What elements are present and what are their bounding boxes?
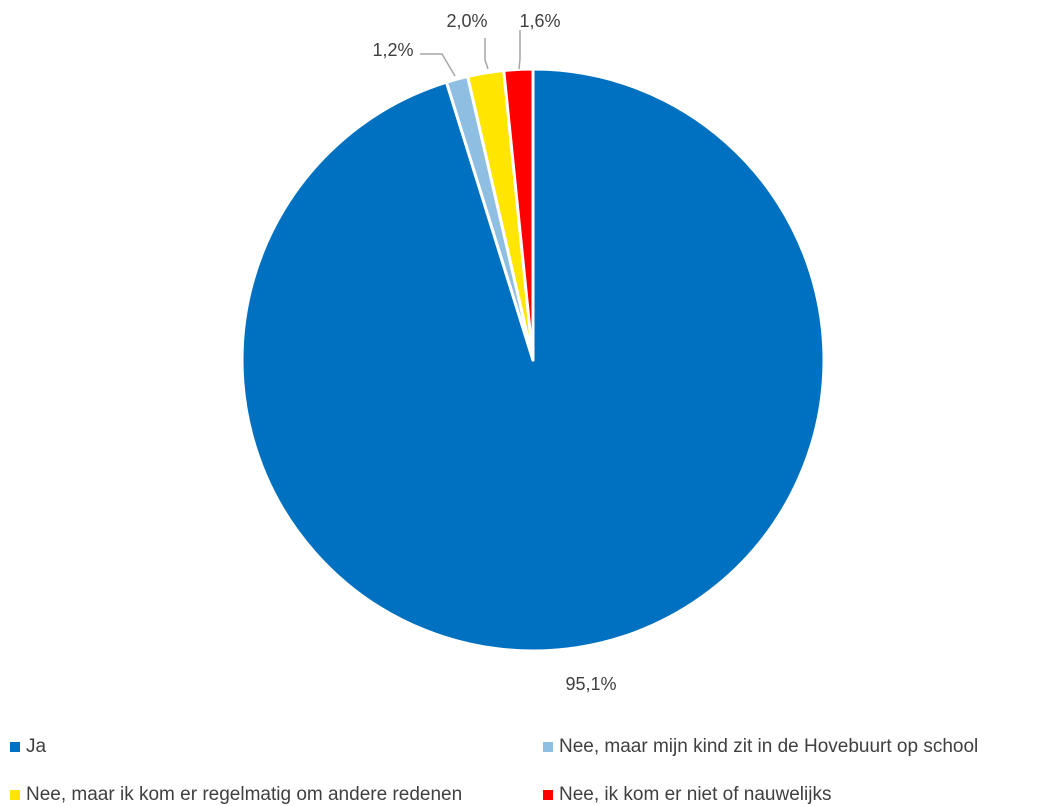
pie-slice-niet-of-nauwelijks bbox=[502, 67, 535, 362]
legend-item-niet-of-nauwelijks: Nee, ik kom er niet of nauwelijks bbox=[543, 784, 831, 806]
legend-swatch-ja bbox=[10, 742, 20, 752]
legend-item-hovebuurt-school: Nee, maar mijn kind zit in de Hovebuurt … bbox=[543, 736, 978, 758]
pie-chart: 95,1% 1,2% 2,0% 1,6% bbox=[240, 11, 826, 694]
leader-line-hovebuurt-school bbox=[420, 53, 456, 77]
legend-label-andere-redenen: Nee, maar ik kom er regelmatig om andere… bbox=[26, 784, 463, 805]
legend-item-ja: Ja bbox=[10, 736, 46, 758]
legend-label-ja: Ja bbox=[26, 736, 47, 757]
leader-line-andere-redenen bbox=[484, 38, 489, 70]
data-label-ja: 95,1% bbox=[565, 674, 616, 694]
legend-label-hovebuurt-school: Nee, maar mijn kind zit in de Hovebuurt … bbox=[559, 736, 979, 757]
legend: Ja Nee, maar mijn kind zit in de Hovebuu… bbox=[0, 730, 1055, 805]
data-label-hovebuurt-school: 1,2% bbox=[372, 40, 413, 60]
leader-lines bbox=[420, 30, 521, 77]
legend-swatch-niet-of-nauwelijks bbox=[543, 790, 553, 800]
leader-line-niet-of-nauwelijks bbox=[518, 30, 521, 70]
data-label-andere-redenen: 2,0% bbox=[446, 11, 487, 31]
pie-slices bbox=[240, 67, 826, 653]
legend-swatch-hovebuurt-school bbox=[543, 742, 553, 752]
legend-item-andere-redenen: Nee, maar ik kom er regelmatig om andere… bbox=[10, 784, 462, 806]
data-labels: 95,1% 1,2% 2,0% 1,6% bbox=[372, 11, 616, 694]
legend-swatch-andere-redenen bbox=[10, 790, 20, 800]
legend-label-niet-of-nauwelijks: Nee, ik kom er niet of nauwelijks bbox=[559, 784, 832, 805]
data-label-niet-of-nauwelijks: 1,6% bbox=[519, 11, 560, 31]
